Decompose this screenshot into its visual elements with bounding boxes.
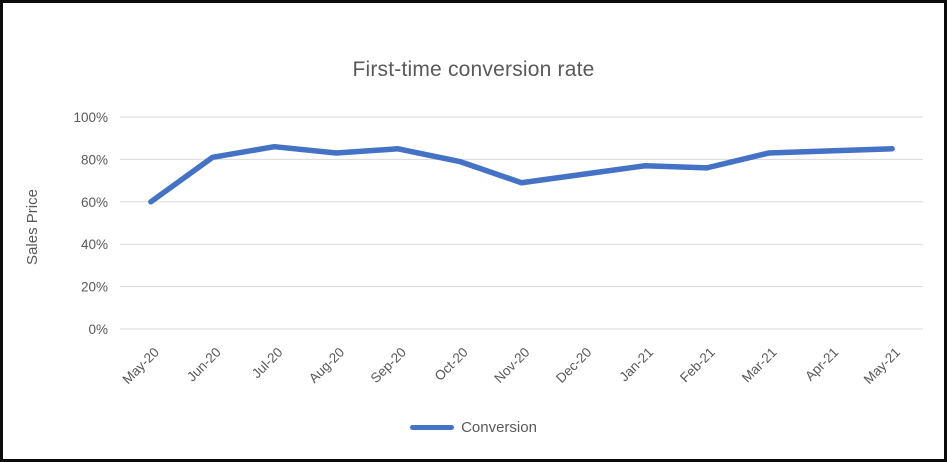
y-axis-title: Sales Price [24, 189, 41, 265]
y-tick-label: 20% [81, 280, 108, 295]
x-tick-label: Mar-21 [739, 345, 780, 386]
chart-title: First-time conversion rate [352, 58, 595, 81]
x-tick-label: Nov-20 [491, 345, 532, 386]
legend: Conversion [3, 419, 944, 436]
y-tick-label: 0% [88, 322, 108, 337]
x-tick-label: Jul-20 [249, 345, 286, 382]
x-axis-tick-labels: May-20 Jun-20 Jul-20 Aug-20 Sep-20 Oct-20 Nov-… [120, 345, 904, 387]
x-tick-label: Sep-20 [368, 345, 409, 386]
x-tick-label: May-21 [861, 345, 903, 387]
y-tick-label: 80% [81, 152, 108, 167]
x-tick-label: Feb-21 [677, 345, 718, 386]
conversion-series-line [148, 143, 895, 205]
y-axis-tick-labels: 0% 20% 40% 60% 80% 100% [73, 110, 108, 337]
y-tick-label: 40% [81, 237, 108, 252]
line-chart-canvas: 0% 20% 40% 60% 80% 100% May-20 Jun-20 Jul-20 Aug… [24, 110, 923, 387]
gridlines-group [120, 116, 923, 330]
legend-label: Conversion [461, 419, 537, 436]
x-tick-label: Aug-20 [306, 345, 347, 386]
legend-line-swatch [410, 425, 455, 430]
x-tick-label: Jun-20 [184, 345, 224, 385]
y-tick-label: 100% [73, 110, 108, 125]
x-tick-label: Oct-20 [432, 345, 471, 384]
y-tick-label: 60% [81, 195, 108, 210]
x-tick-label: May-20 [120, 345, 162, 387]
x-tick-label: Jan-21 [616, 345, 656, 385]
x-tick-label: Dec-20 [553, 345, 594, 386]
x-tick-label: Apr-21 [802, 345, 841, 384]
